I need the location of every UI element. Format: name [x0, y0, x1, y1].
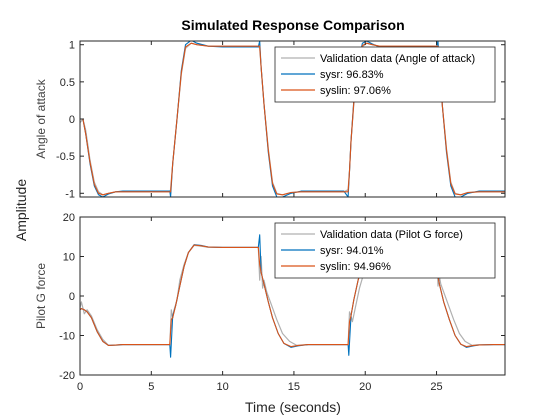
- plots: -1 -0.5 0 0.5 1 Angle of attack Validation dat…: [34, 40, 506, 393]
- series-line-3: [80, 42, 505, 196]
- subplot-2: -20 -10 0 10 20 0 5 10 15 20 25 Pilot G force Valida…: [34, 212, 506, 393]
- x-tick-label: 5: [148, 381, 154, 393]
- y-axis-label: Pilot G force: [34, 263, 48, 329]
- series-line-2: [80, 41, 505, 197]
- y-tick-label: 1: [69, 40, 75, 52]
- y-tick-label: -20: [59, 370, 75, 382]
- y-tick-label: 0: [69, 114, 75, 126]
- x-tick-label: 0: [77, 381, 83, 393]
- subplot-1: -1 -0.5 0 0.5 1 Angle of attack Validation dat…: [34, 40, 506, 200]
- y-tick-label: -10: [59, 331, 75, 343]
- y-axis-label: Angle of attack: [34, 78, 48, 158]
- shared-x-axis-label: Time (seconds): [245, 399, 341, 415]
- legend-label-2: sysr: 96.83%: [320, 69, 384, 81]
- legend: Validation data (Pilot G force) sysr: 94.…: [274, 222, 496, 279]
- legend-label-3: syslin: 94.96%: [320, 261, 391, 273]
- x-tick-label: 10: [216, 381, 228, 393]
- x-tick-label: 20: [359, 381, 371, 393]
- y-tick-label: 10: [63, 252, 75, 264]
- y-tick-label: -0.5: [56, 151, 75, 163]
- legend-label-3: syslin: 97.06%: [320, 85, 391, 97]
- y-tick-label: 0: [69, 291, 75, 303]
- legend-label-1: Validation data (Angle of attack): [320, 53, 475, 65]
- y-tick-label: -1: [65, 188, 75, 200]
- legend-label-2: sysr: 94.01%: [320, 245, 384, 257]
- legend: Validation data (Angle of attack) sysr: 9…: [274, 46, 496, 103]
- y-tick-label: 0.5: [60, 77, 75, 89]
- legend-label-1: Validation data (Pilot G force): [320, 229, 463, 241]
- y-tick-label: 20: [63, 212, 75, 224]
- x-tick-label: 25: [430, 381, 442, 393]
- x-tick-label: 15: [288, 381, 300, 393]
- chart-title: Simulated Response Comparison: [181, 17, 404, 33]
- shared-y-axis-label: Amplitude: [13, 179, 29, 241]
